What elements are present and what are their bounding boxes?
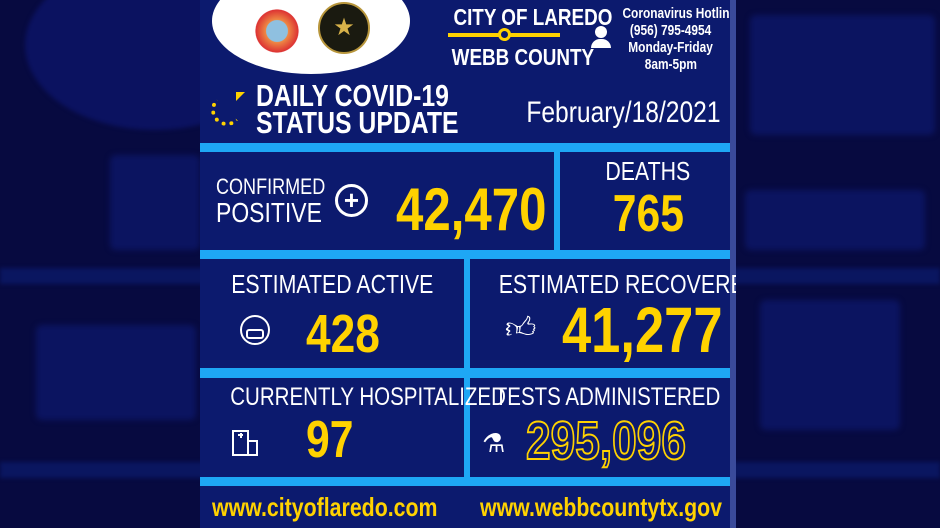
refresh-icon <box>211 92 245 126</box>
deaths-label: DEATHS <box>605 156 691 186</box>
thumbs-up-icon: 👍︎ <box>505 312 537 345</box>
status-panel: ★ CITY OF LAREDO WEBB COUNTY Coronavirus… <box>200 0 736 528</box>
hotline-info: Coronavirus Hotline (956) 795-4954 Monda… <box>610 6 736 74</box>
hospital-icon <box>232 430 258 456</box>
masked-face-icon <box>240 315 270 345</box>
report-date: February/18/2021 <box>526 96 721 129</box>
tests-label: TESTS ADMINISTERED <box>494 383 721 411</box>
hotline-phone: (956) 795-4954 <box>630 23 712 39</box>
headset-icon <box>590 26 612 48</box>
tests-value: 295,096 <box>525 411 687 471</box>
logo-oval: ★ <box>212 0 410 74</box>
hospitalized-value: 97 <box>306 411 354 469</box>
hospitalized-label: CURRENTLY HOSPITALIZED <box>230 383 506 411</box>
recovered-value: 41,277 <box>562 294 723 366</box>
confirmed-label: CONFIRMED POSITIVE <box>216 174 326 228</box>
county-website-link[interactable]: www.webbcountytx.gov <box>480 492 723 522</box>
active-label: ESTIMATED ACTIVE <box>230 269 434 299</box>
county-name: WEBB COUNTY <box>451 44 595 70</box>
flask-icon: ⚗ <box>482 428 506 458</box>
hotline-title: Coronavirus Hotline <box>622 6 736 22</box>
hotline-hours: 8am-5pm <box>644 57 698 73</box>
county-seal-logo: ★ <box>318 2 370 54</box>
city-name: CITY OF LAREDO <box>453 4 613 30</box>
plus-circle-icon: + <box>335 184 368 217</box>
confirmed-value: 42,470 <box>396 176 547 243</box>
active-value: 428 <box>306 304 380 364</box>
divider-dot <box>498 28 511 41</box>
deaths-value: 765 <box>612 185 684 243</box>
hotline-days: Monday-Friday <box>628 40 714 56</box>
city-seal-logo <box>252 6 302 56</box>
recovered-label: ESTIMATED RECOVERED <box>498 269 736 299</box>
city-website-link[interactable]: www.cityoflaredo.com <box>212 492 438 522</box>
page-title: DAILY COVID-19 STATUS UPDATE <box>256 78 459 140</box>
